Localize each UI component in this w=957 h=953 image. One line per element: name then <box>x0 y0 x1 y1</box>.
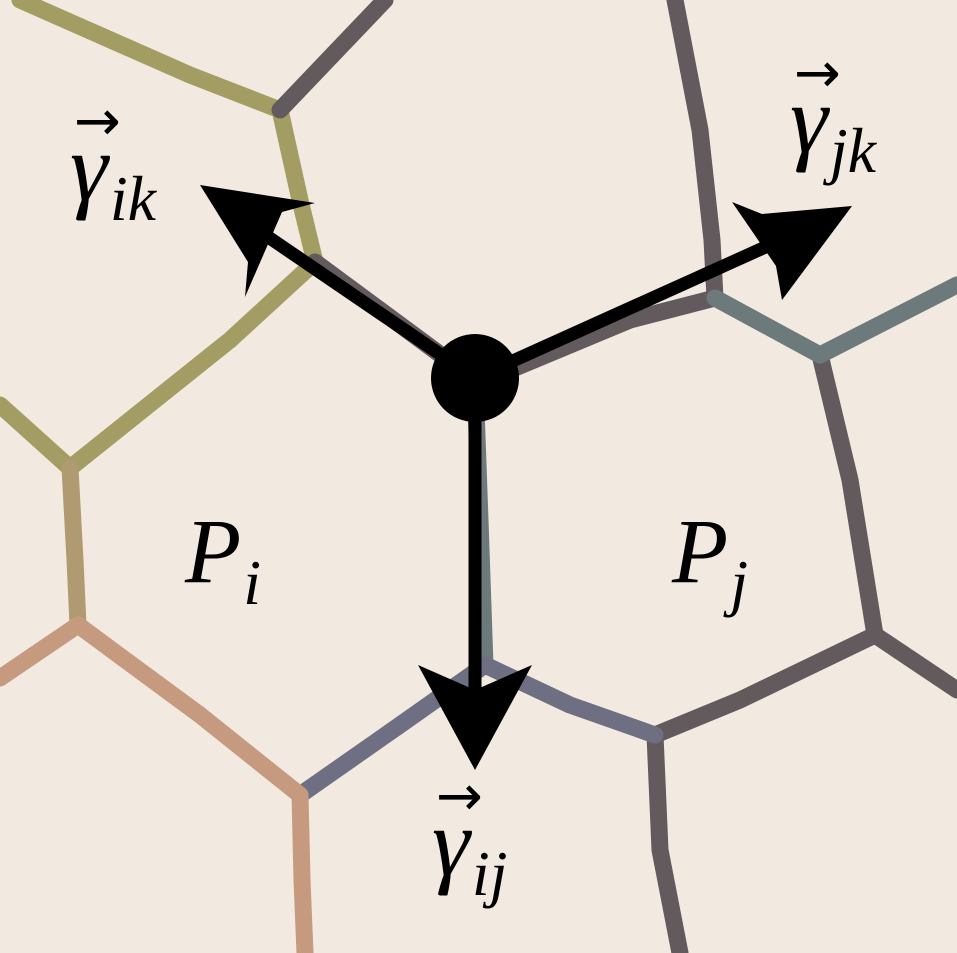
tension-vectors <box>200 185 852 770</box>
edge-olive-left <box>0 396 79 477</box>
edge-dark-bottom-vertical <box>646 726 689 953</box>
edge-dark-upper-right <box>501 289 724 379</box>
edge-salmon-diagonal <box>69 616 309 804</box>
gamma-jk-subscript: jk <box>823 115 878 186</box>
cell-i-label: Pi <box>184 500 261 618</box>
edge-dark-top <box>271 0 394 119</box>
vector-gamma-ik-head <box>200 185 315 297</box>
gamma-ij-subscript: ij <box>472 838 508 909</box>
gamma-ik-base: γ <box>70 114 110 221</box>
vector-gamma-ij-head <box>418 665 532 770</box>
edge-olive-diagonal <box>61 253 324 477</box>
edge-dark-right-lower <box>866 626 957 699</box>
edge-slate-right <box>706 276 957 364</box>
edge-olive-top <box>11 0 289 119</box>
cell-j-base: P <box>671 500 728 602</box>
gamma-jk-arrow-accent: → <box>794 41 841 106</box>
cell-i-subscript: i <box>243 547 261 618</box>
edge-olive-vertical <box>271 101 324 271</box>
gamma-ik-arrow-accent: → <box>74 89 121 154</box>
edge-salmon-vertical <box>291 786 314 953</box>
gamma-ij-arrow-accent: → <box>436 764 483 829</box>
vector-gamma-jk-shaft <box>472 230 793 384</box>
vector-gamma-jk-head <box>732 202 852 300</box>
edge-salmon-left <box>0 616 87 687</box>
gamma-ik-subscript: ik <box>110 163 158 234</box>
gamma-ik-label: γik <box>70 114 158 234</box>
vector-gamma-ik-shaft <box>251 222 479 384</box>
edge-dark-lower-diagonal <box>646 626 884 744</box>
gamma-jk-label: γjk <box>790 66 878 186</box>
edge-dark-right-vertical <box>811 346 884 644</box>
triple-junction-vertex <box>431 334 519 422</box>
gamma-jk-base: γ <box>790 66 830 173</box>
cell-i-base: P <box>184 500 241 602</box>
gamma-ij-label: γij <box>432 789 507 909</box>
gamma-ij-base: γ <box>432 789 472 896</box>
edge-tan-vertical <box>61 459 87 634</box>
